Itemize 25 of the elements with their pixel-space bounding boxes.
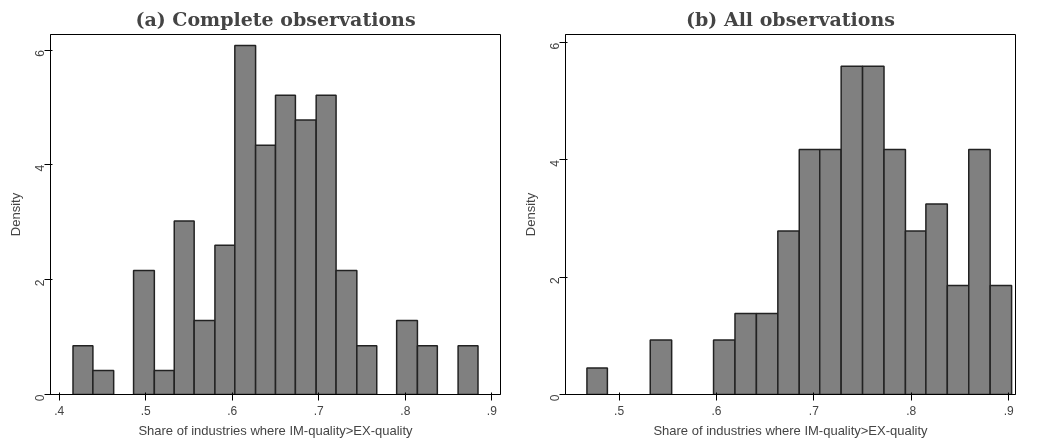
x-axis-title: Share of industries where IM-quality>EX-quality	[138, 422, 414, 438]
x-tick-label: .5	[614, 403, 625, 418]
x-tick-label: .7	[313, 403, 325, 418]
x-tick-label: .6	[711, 403, 722, 418]
y-tick-label: 2	[33, 279, 47, 287]
y-axis-title: Density	[7, 192, 23, 237]
x-tick-label: .9	[1003, 403, 1015, 418]
x-tick-label: .9	[486, 403, 498, 418]
y-axis-title: Density	[522, 192, 538, 237]
y-tick-label: 6	[33, 49, 47, 57]
x-tick-label: .4	[54, 403, 65, 418]
y-tick-label: 2	[548, 276, 562, 284]
chart-title: (a) Complete observations	[135, 7, 416, 30]
y-tick-label: 0	[548, 394, 562, 402]
x-tick-label: .6	[227, 403, 238, 418]
x-tick-label: .8	[400, 403, 411, 418]
x-tick-label: .5	[140, 403, 152, 418]
y-tick-label: 4	[33, 164, 47, 172]
y-tick-label: 6	[548, 42, 562, 50]
chart-title: (b) All observations	[686, 7, 895, 30]
y-tick-label: 0	[33, 394, 47, 402]
x-axis-title: Share of industries where IM-quality>EX-quality	[653, 422, 929, 438]
y-tick-label: 4	[548, 159, 562, 167]
x-tick-label: .7	[808, 403, 820, 418]
x-tick-label: .8	[906, 403, 917, 418]
